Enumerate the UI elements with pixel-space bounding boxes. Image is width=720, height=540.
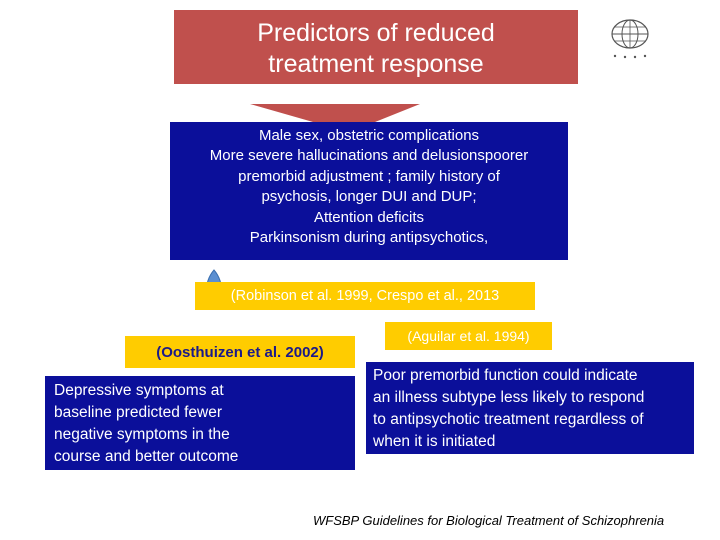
predictors-line: premorbid adjustment ; family history of [238,167,500,185]
right-box-line: Poor premorbid function could indicate [373,367,638,384]
citation-robinson: (Robinson et al. 1999, Crespo et al., 20… [195,282,535,310]
premorbid-function-box: Poor premorbid function could indicate a… [366,362,694,454]
right-box-line: an illness subtype less likely to respon… [373,389,645,406]
footer-source: WFSBP Guidelines for Biological Treatmen… [313,513,665,528]
right-box-line: when it is initiated [373,433,496,450]
globe-logo-icon [611,19,649,59]
predictors-line: Parkinsonism during antipsychotics, [249,229,489,247]
title-line-1: Predictors of reduced [257,19,495,47]
left-box-line: course and better outcome [54,448,239,465]
citation-aguilar: (Aguilar et al. 1994) [385,322,552,350]
title-arrow-polygon [174,10,578,124]
title-line-2: treatment response [268,50,484,78]
predictors-line: psychosis, longer DUI and DUP; [261,188,477,206]
predictors-line: More severe hallucinations and delusions… [209,147,529,165]
citation-oosthuizen: (Oosthuizen et al. 2002) [125,336,355,368]
left-box-line: baseline predicted fewer [54,404,223,421]
depressive-symptoms-box: Depressive symptoms at baseline predicte… [45,376,355,470]
predictors-line: Attention deficits [313,208,425,226]
predictors-line: Male sex, obstetric complications [258,127,480,144]
left-box-line: negative symptoms in the [54,426,230,443]
predictors-box: Male sex, obstetric complications More s… [170,122,568,260]
right-box-line: to antipsychotic treatment regardless of [373,411,644,428]
title-arrow-shape [174,10,578,124]
left-box-line: Depressive symptoms at [54,382,224,399]
slide-title: Predictors of reduced treatment response [174,14,578,84]
